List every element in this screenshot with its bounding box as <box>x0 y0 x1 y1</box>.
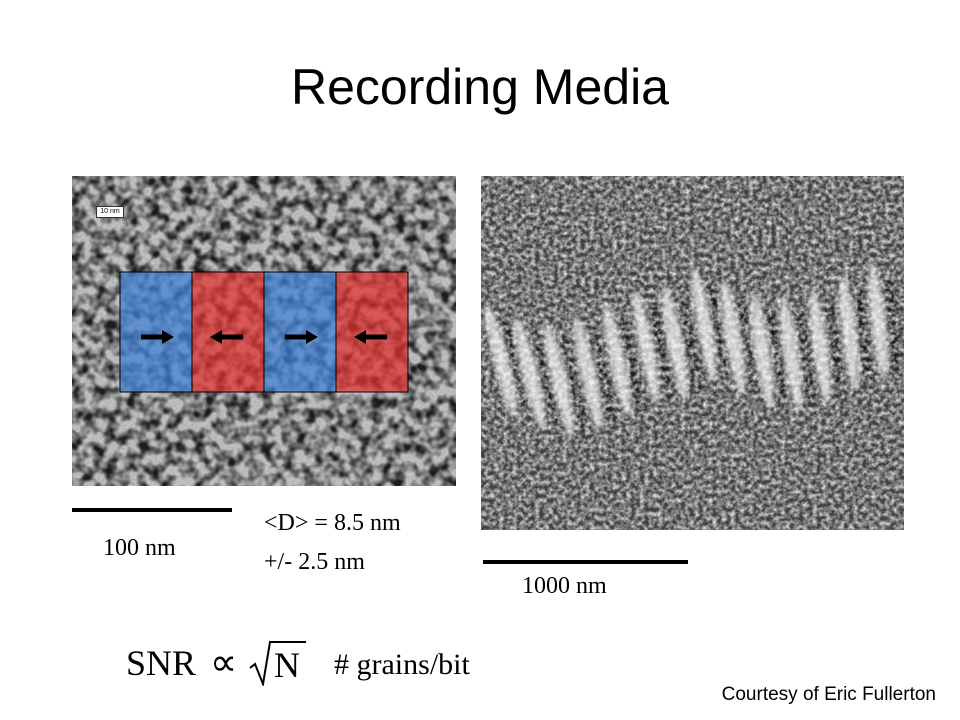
formula-rhs: N <box>274 645 300 685</box>
magnetic-bit-image <box>481 176 904 530</box>
bit-overlay <box>119 271 409 393</box>
scale-label-100nm: 100 nm <box>103 535 176 561</box>
bit-stripes-texture <box>481 176 904 530</box>
bit-cell <box>191 271 265 393</box>
arrow-left-icon <box>210 330 222 344</box>
grains-per-bit-note: # grains/bit <box>334 648 470 681</box>
square-root-icon <box>249 641 306 686</box>
grain-size-deviation: +/- 2.5 nm <box>264 549 365 575</box>
grain-texture <box>72 176 456 486</box>
image-credit: Courtesy of Eric Fullerton <box>721 684 936 705</box>
bit-cell <box>335 271 409 393</box>
inset-scale-label: 10 nm <box>96 206 124 218</box>
scale-label-1000nm: 1000 nm <box>522 573 607 599</box>
arrow-right-icon <box>162 330 174 344</box>
scale-bar-100nm <box>72 508 232 512</box>
slide-title: Recording Media <box>291 59 669 115</box>
bit-cell <box>119 271 193 393</box>
formula-lhs: SNR <box>126 643 197 683</box>
grain-size-mean: <D> = 8.5 nm <box>264 510 401 536</box>
grain-micrograph <box>72 176 456 486</box>
proportional-symbol: ∝ <box>210 642 238 684</box>
bit-cell <box>263 271 337 393</box>
scale-bar-1000nm <box>483 560 688 564</box>
arrow-left-icon <box>354 330 366 344</box>
arrow-right-icon <box>306 330 318 344</box>
